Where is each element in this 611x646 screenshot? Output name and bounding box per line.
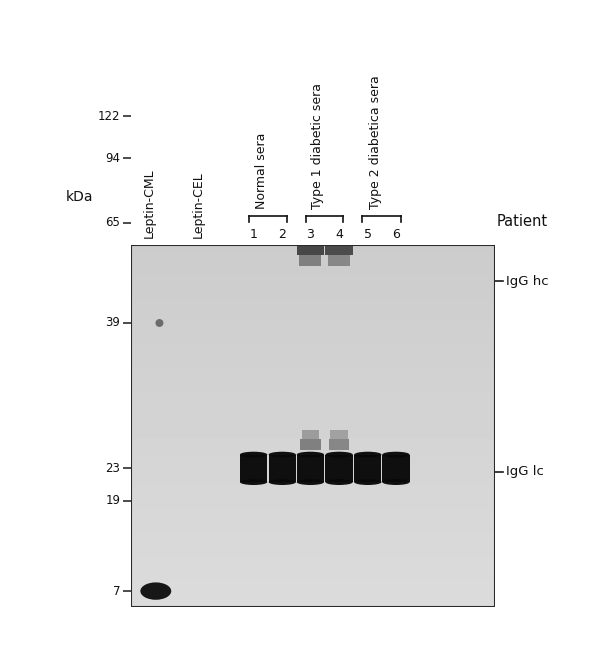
Text: kDa: kDa (65, 190, 93, 204)
Ellipse shape (155, 319, 163, 327)
Ellipse shape (326, 479, 353, 485)
Text: 4: 4 (335, 228, 343, 241)
Text: 23: 23 (106, 462, 120, 475)
Bar (300, 439, 321, 450)
Text: 19: 19 (105, 494, 120, 507)
Bar (326, 189, 353, 218)
Text: Leptin-CML: Leptin-CML (143, 168, 156, 238)
Ellipse shape (240, 214, 267, 221)
Ellipse shape (297, 214, 324, 221)
Text: 3: 3 (307, 228, 314, 241)
Ellipse shape (354, 452, 381, 457)
Ellipse shape (326, 214, 353, 221)
Bar (328, 255, 350, 266)
Ellipse shape (297, 185, 324, 192)
Ellipse shape (382, 214, 409, 221)
Ellipse shape (354, 214, 381, 221)
Bar (297, 189, 324, 218)
Ellipse shape (326, 452, 353, 457)
Bar (269, 218, 296, 239)
Text: IgG lc: IgG lc (506, 465, 544, 478)
Bar (330, 430, 348, 439)
Bar (354, 218, 381, 239)
Ellipse shape (297, 479, 324, 485)
Ellipse shape (354, 185, 381, 192)
Text: Type 2 diabetica sera: Type 2 diabetica sera (369, 75, 382, 209)
Text: Leptin-CEL: Leptin-CEL (192, 171, 205, 238)
Text: IgG hc: IgG hc (506, 275, 549, 287)
Ellipse shape (269, 479, 296, 485)
Bar (269, 455, 296, 482)
Bar (326, 455, 353, 482)
Bar (297, 455, 324, 482)
Text: 7: 7 (113, 585, 120, 598)
Bar (382, 189, 409, 218)
Bar (326, 239, 353, 255)
Text: Type 1 diabetic sera: Type 1 diabetic sera (312, 83, 324, 209)
Bar (329, 439, 349, 450)
Bar (240, 218, 267, 239)
Ellipse shape (354, 479, 381, 485)
Text: 6: 6 (392, 228, 400, 241)
Bar (382, 218, 409, 239)
Text: Normal sera: Normal sera (255, 132, 268, 209)
Text: 2: 2 (279, 228, 286, 241)
Text: 39: 39 (106, 317, 120, 329)
Ellipse shape (326, 185, 353, 192)
Ellipse shape (297, 452, 324, 457)
Ellipse shape (240, 452, 267, 457)
Ellipse shape (159, 126, 165, 132)
Text: 1: 1 (250, 228, 257, 241)
Bar (240, 455, 267, 482)
Ellipse shape (382, 185, 409, 192)
Ellipse shape (382, 479, 409, 485)
Text: 65: 65 (106, 216, 120, 229)
Bar (354, 189, 381, 218)
Ellipse shape (382, 452, 409, 457)
Bar (326, 218, 353, 239)
Bar (299, 255, 321, 266)
Bar (354, 455, 381, 482)
Ellipse shape (269, 185, 296, 192)
Text: Patient: Patient (497, 214, 548, 229)
Bar (297, 218, 324, 239)
Text: 122: 122 (98, 110, 120, 123)
Text: 5: 5 (364, 228, 372, 241)
Bar (240, 189, 267, 218)
Ellipse shape (141, 583, 171, 599)
Bar (382, 455, 409, 482)
Ellipse shape (269, 214, 296, 221)
Ellipse shape (240, 185, 267, 192)
Bar (269, 189, 296, 218)
Ellipse shape (269, 452, 296, 457)
Bar (297, 239, 324, 255)
Ellipse shape (240, 479, 267, 485)
Ellipse shape (203, 116, 210, 123)
Bar (301, 430, 320, 439)
Ellipse shape (158, 118, 166, 126)
Text: 94: 94 (105, 152, 120, 165)
